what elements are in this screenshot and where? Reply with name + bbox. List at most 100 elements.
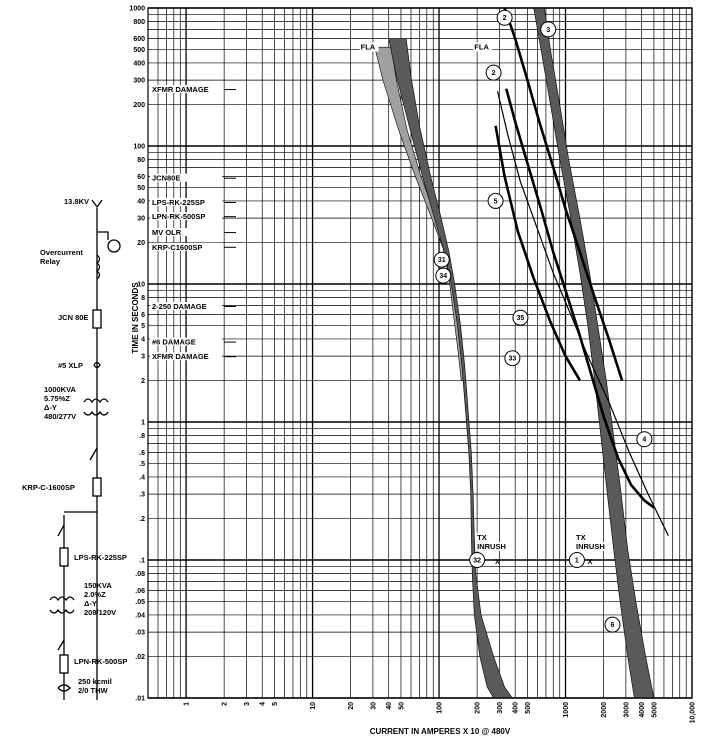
device-label: LPN-RK-500SP: [152, 212, 205, 221]
x-tick-label: 3: [244, 702, 251, 706]
y-tick-label: .3: [139, 492, 145, 499]
device-label: 2-250 DAMAGE: [152, 302, 207, 311]
y-tick-label: 600: [133, 36, 145, 43]
x-tick-label: 500: [525, 702, 532, 714]
y-tick-label: .08: [135, 571, 145, 578]
annotation-bg: [359, 42, 379, 52]
curve-callout-circle: [636, 431, 653, 448]
xfmr1-primary-icon: [83, 398, 109, 404]
x-tick-label: 20: [348, 702, 355, 710]
xfmr2-primary-icon: [49, 596, 75, 602]
curve-callout-number: 35: [517, 315, 525, 322]
y-tick-label: .2: [139, 516, 145, 523]
x-tick-label: 200: [475, 702, 482, 714]
plot-grid: [147, 7, 693, 699]
curve-callout-number: 1: [575, 558, 579, 565]
y-tick-label: 100: [133, 144, 145, 151]
curve-callout-circle: [433, 251, 450, 268]
y-tick-label: 5: [141, 323, 145, 330]
curve-callout-number: 6: [610, 622, 614, 629]
device-label: JCN80E: [152, 174, 180, 183]
x-tick-label: 400: [513, 702, 520, 714]
y-tick-label: .5: [139, 461, 145, 468]
relay-wire: [97, 231, 109, 240]
device-label-bg: [150, 337, 222, 346]
curve-callout-circle: [540, 21, 557, 38]
inrush-marker: X: [587, 557, 592, 566]
device-label-bg: [150, 85, 222, 94]
annotation-bg: [574, 542, 610, 552]
x-tick-label: 5000: [651, 702, 658, 718]
curve-callout-number: 31: [438, 257, 446, 264]
y-tick-label: 8: [141, 295, 145, 302]
fuse2-label: LPS-RK-225SP: [74, 553, 127, 562]
xfmr2-line-1: 150KVA: [84, 581, 112, 590]
y-tick-label: 6: [141, 312, 145, 319]
device-label-bg: [150, 352, 222, 361]
x-tick-label: 100: [437, 702, 444, 714]
cable1-label: #5 XLP: [58, 361, 83, 370]
y-tick-label: 400: [133, 60, 145, 67]
y-tick-label: .6: [139, 450, 145, 457]
device-label-bg: [150, 173, 222, 182]
annotation-label: INRUSH: [477, 542, 506, 551]
x-tick-label: 10: [310, 702, 317, 710]
fuse-lpn-icon: [59, 654, 69, 674]
fuse-lps-icon: [59, 547, 69, 567]
x-tick-label: 2: [222, 702, 229, 706]
curve-callout-number: 34: [439, 273, 447, 280]
y-tick-label: .8: [139, 433, 145, 440]
ct-coil-icon: [95, 254, 101, 280]
device-label: XFMR DAMAGE: [152, 85, 209, 94]
y-tick-label: 3: [141, 354, 145, 361]
y-tick-label: 30: [137, 216, 145, 223]
xfmr1-secondary-icon: [83, 410, 109, 416]
xfmr2-line-4: 208/120V: [84, 608, 116, 617]
y-tick-label: .1: [139, 558, 145, 565]
fuse1-label: JCN 80E: [58, 313, 88, 322]
curve-callout-number: 2: [503, 15, 507, 22]
annotation-bg: [476, 532, 490, 542]
annotation-label: TX: [477, 533, 487, 542]
plot-frame: [147, 7, 693, 699]
y-tick-label: 4: [141, 336, 145, 343]
x-tick-label: 3000: [623, 702, 630, 718]
y-tick-label: .01: [135, 696, 145, 703]
curve-layer: [374, 7, 669, 699]
curve-callout-number: 2: [492, 70, 496, 77]
x-tick-label: 30: [370, 702, 377, 710]
device-label-bg: [150, 228, 222, 237]
device-label-bg: [150, 242, 222, 251]
y-tick-label: 500: [133, 47, 145, 54]
curve-callout-number: 32: [473, 558, 481, 565]
x-axis-label: CURRENT IN AMPERES X 10 @ 480V: [370, 727, 511, 736]
y-tick-label: .05: [135, 599, 145, 606]
xfmr2-secondary-icon: [49, 608, 75, 614]
x-tick-label: 5: [272, 702, 279, 706]
xfmr1-line-3: Δ-Y: [44, 403, 57, 412]
y-tick-label: 50: [137, 185, 145, 192]
curve-band-3: [533, 7, 655, 699]
y-tick-label: 60: [137, 174, 145, 181]
curve-callout-number: 5: [494, 198, 498, 205]
annotation-label: FLA: [361, 43, 376, 52]
curve-callout-circle: [485, 64, 502, 81]
curve-callout-circle: [435, 267, 452, 284]
y-tick-label: 20: [137, 240, 145, 247]
xfmr2-line-3: Δ-Y: [84, 599, 97, 608]
one-line-diagram: [49, 199, 121, 700]
device-label: MV OLR: [152, 228, 182, 237]
y-tick-label: 10: [137, 282, 145, 289]
xfmr1-line-2: 5.75%Z: [44, 394, 70, 403]
xfmr1-line-1: 1000KVA: [44, 385, 77, 394]
source-arrow-icon: [91, 199, 103, 209]
curve-callout-circle: [487, 192, 504, 209]
fuse3-label: LPN-RK-500SP: [74, 657, 127, 666]
switch2-icon: [57, 524, 65, 537]
tick-layer: 1000 800 600 500 400 300 200 100 80 60 50 40 30 20 10 8…: [129, 6, 696, 724]
device-label-bg: [150, 302, 222, 311]
x-tick-label: 50: [398, 702, 405, 710]
